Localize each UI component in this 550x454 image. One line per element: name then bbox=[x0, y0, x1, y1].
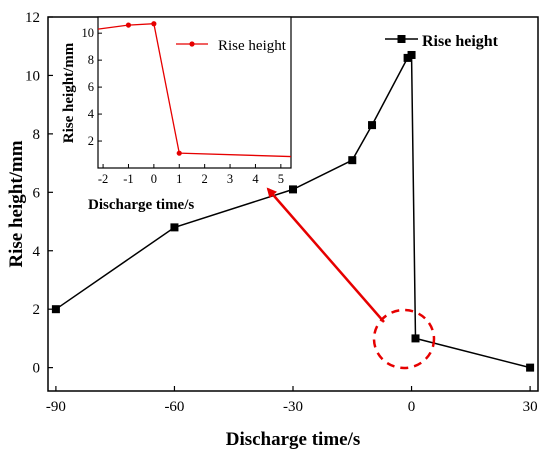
inset-x-tick-label: 5 bbox=[278, 172, 284, 186]
highlight-circle bbox=[372, 308, 436, 370]
inset-y-tick-label: 10 bbox=[82, 26, 95, 40]
inset-y-tick-label: 4 bbox=[88, 107, 95, 121]
main-data-point bbox=[348, 156, 357, 165]
inset-plot-frame bbox=[97, 16, 292, 169]
y-tick-label: 8 bbox=[33, 127, 41, 143]
inset-x-tick-label: 4 bbox=[252, 172, 259, 186]
inset-x-tick-label: 0 bbox=[151, 172, 157, 186]
y-tick-label: 0 bbox=[33, 361, 41, 377]
main-data-point bbox=[526, 363, 535, 372]
x-tick-label: 0 bbox=[408, 399, 416, 415]
inset-y-tick-label: 2 bbox=[88, 134, 94, 148]
y-tick-label: 2 bbox=[33, 302, 41, 318]
main-data-point bbox=[407, 50, 416, 59]
inset-legend-marker bbox=[189, 41, 195, 47]
inset-x-tick-label: 2 bbox=[202, 172, 208, 186]
main-legend-label: Rise height bbox=[422, 33, 499, 50]
inset-y-tick-label: 8 bbox=[88, 53, 94, 67]
inset-data-point bbox=[125, 22, 132, 28]
inset-data-point bbox=[176, 150, 182, 156]
inset-x-tick-label: 3 bbox=[227, 172, 233, 186]
x-tick-label: -30 bbox=[283, 399, 303, 415]
y-tick-label: 6 bbox=[33, 185, 41, 201]
y-tick-label: 12 bbox=[25, 10, 40, 26]
inset-x-tick-label: -2 bbox=[98, 172, 108, 186]
main-legend-marker bbox=[397, 35, 406, 43]
y-tick-label: 4 bbox=[33, 244, 41, 260]
y-tick-label: 10 bbox=[25, 68, 40, 84]
x-tick-label: 30 bbox=[523, 399, 538, 415]
main-data-point bbox=[368, 121, 377, 130]
annotation-arrow bbox=[266, 187, 385, 323]
inset-x-tick-label: 1 bbox=[176, 172, 182, 186]
x-tick-label: -90 bbox=[46, 399, 66, 415]
y-axis-title: Rise height/mm bbox=[6, 140, 27, 267]
inset-legend-label: Rise height bbox=[218, 38, 287, 54]
inset-data-point bbox=[151, 21, 157, 27]
inset-y-tick-label: 6 bbox=[88, 80, 94, 94]
main-data-point bbox=[289, 185, 297, 194]
main-data-point bbox=[51, 305, 60, 314]
main-data-point bbox=[411, 334, 420, 343]
inset-y-axis-title: Rise height/mm bbox=[61, 42, 77, 143]
x-axis-title: Discharge time/s bbox=[226, 429, 361, 450]
main-data-point bbox=[170, 223, 179, 232]
inset-x-tick-label: -1 bbox=[123, 172, 133, 186]
inset-x-axis-title: Discharge time/s bbox=[88, 197, 194, 213]
x-tick-label: -60 bbox=[164, 399, 184, 415]
